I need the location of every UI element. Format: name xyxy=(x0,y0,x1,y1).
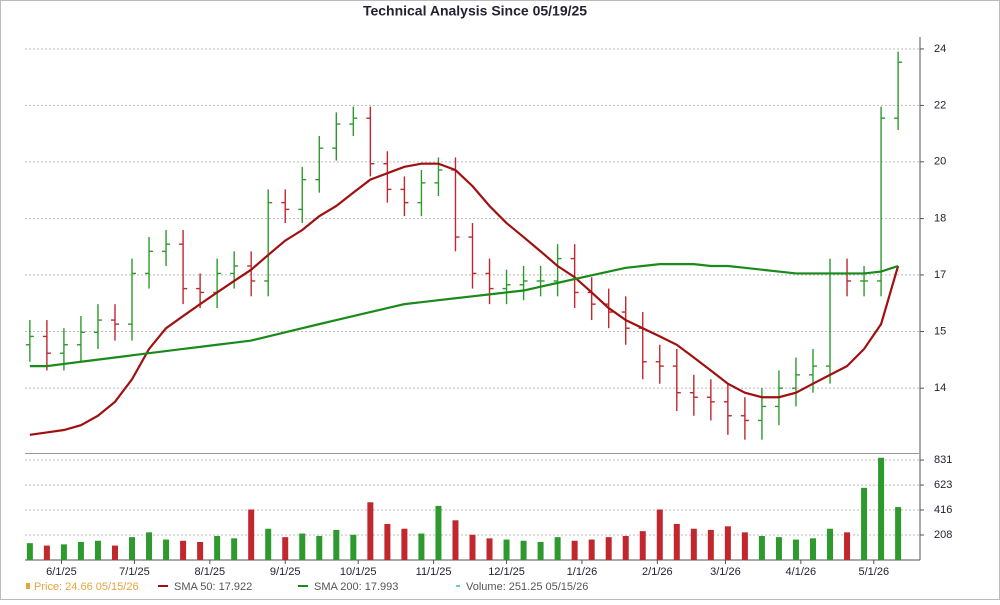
volume-bar xyxy=(673,523,680,560)
y-tick-label: 15 xyxy=(934,325,946,337)
sma-line xyxy=(29,162,900,436)
x-tick-label: 4/1/26 xyxy=(786,566,817,578)
legend-label: Volume: 251.25 05/15/26 xyxy=(466,581,588,593)
x-tick-label: 11/1/25 xyxy=(416,566,452,578)
y-tick-label: 623 xyxy=(934,479,952,491)
sma-line xyxy=(29,263,899,368)
x-tick-label: 10/1/25 xyxy=(340,566,377,578)
x-tick-label: 6/1/25 xyxy=(46,566,77,578)
y-tick-label: 20 xyxy=(934,156,946,168)
volume-bar xyxy=(571,540,578,560)
volume-bar xyxy=(707,529,714,560)
y-tick-label: 18 xyxy=(934,212,946,224)
legend-label: Price: 24.66 05/15/26 xyxy=(34,581,139,593)
volume-bar xyxy=(163,539,170,560)
volume-bar xyxy=(146,532,153,560)
y-tick-label: 17 xyxy=(934,269,946,281)
volume-bar xyxy=(792,539,799,560)
volume-bar xyxy=(129,537,136,560)
volume-bar xyxy=(367,502,374,560)
volume-bar xyxy=(231,538,238,560)
volume-bar xyxy=(384,523,391,560)
y-tick-label: 22 xyxy=(934,99,946,111)
volume-bar xyxy=(299,533,306,560)
y-tick-label: 14 xyxy=(934,382,946,394)
volume-bar xyxy=(77,541,84,560)
volume-bar xyxy=(435,505,442,560)
volume-bar xyxy=(111,545,118,560)
y-tick-label: 831 xyxy=(934,454,952,466)
volume-bar xyxy=(265,528,272,560)
y-tick-label: 24 xyxy=(934,43,946,55)
volume-bar xyxy=(809,538,816,560)
legend-swatch xyxy=(26,583,30,589)
chart-title: Technical Analysis Since 05/19/25 xyxy=(363,3,587,19)
volume-bar xyxy=(316,535,323,560)
x-tick-label: 5/1/26 xyxy=(858,566,889,578)
volume-bar xyxy=(861,487,868,560)
volume-bar xyxy=(350,534,357,560)
volume-bar xyxy=(656,509,663,560)
x-tick-label: 2/1/26 xyxy=(642,566,673,578)
volume-bar xyxy=(554,537,561,560)
volume-bar xyxy=(401,528,408,560)
volume-bar xyxy=(418,533,425,560)
volume-bar xyxy=(180,540,187,560)
volume-bar xyxy=(827,528,834,560)
x-tick-label: 8/1/25 xyxy=(195,566,226,578)
volume-bar xyxy=(43,545,50,560)
volume-bar xyxy=(333,529,340,560)
volume-bar xyxy=(537,541,544,560)
x-tick-label: 12/1/25 xyxy=(488,566,525,578)
volume-bar xyxy=(622,535,629,560)
volume-bar xyxy=(486,538,493,560)
volume-bar xyxy=(214,535,221,560)
volume-bar xyxy=(503,539,510,560)
volume-bar xyxy=(758,535,765,560)
y-tick-label: 416 xyxy=(934,504,952,516)
volume-bar xyxy=(878,457,885,560)
volume-bar xyxy=(895,507,902,560)
x-tick-label: 3/1/26 xyxy=(710,566,741,578)
volume-bar xyxy=(94,540,101,560)
volume-bar xyxy=(741,532,748,560)
legend-label: SMA 50: 17.922 xyxy=(174,581,252,593)
volume-bar xyxy=(844,532,851,560)
volume-bar xyxy=(197,541,204,560)
y-tick-label: 208 xyxy=(934,529,952,541)
volume-bar xyxy=(520,540,527,560)
volume-bar xyxy=(282,537,289,560)
volume-bar xyxy=(724,526,731,560)
volume-bar xyxy=(26,543,33,560)
legend-label: SMA 200: 17.993 xyxy=(314,581,398,593)
x-tick-label: 1/1/26 xyxy=(567,566,598,578)
volume-bar xyxy=(60,544,67,560)
volume-bar xyxy=(605,537,612,560)
x-tick-label: 9/1/25 xyxy=(270,566,301,578)
volume-bar xyxy=(639,531,646,560)
volume-bar xyxy=(452,520,459,560)
volume-bar xyxy=(588,539,595,560)
x-tick-label: 7/1/25 xyxy=(119,566,150,578)
volume-bar xyxy=(469,534,476,560)
volume-bar xyxy=(248,509,255,560)
volume-bar xyxy=(775,537,782,560)
volume-bar xyxy=(690,528,697,560)
